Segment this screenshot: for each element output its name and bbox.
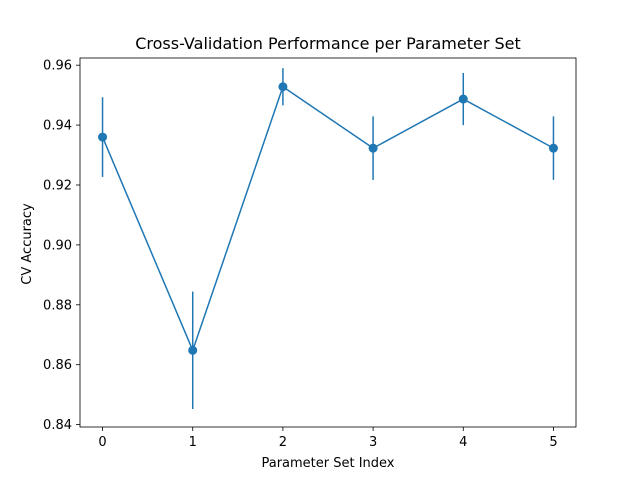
data-point-3 (368, 143, 378, 153)
y-tick-label-3: 0.90 (43, 238, 72, 253)
x-tick-label-0: 0 (98, 435, 106, 450)
y-tick-label-4: 0.92 (43, 178, 72, 193)
axes-frame (79, 57, 577, 428)
x-tick-label-1: 1 (189, 435, 197, 450)
x-tick-label-2: 2 (279, 435, 287, 450)
data-point-4 (458, 94, 468, 104)
data-point-0 (98, 132, 108, 142)
y-tick-label-6: 0.96 (43, 59, 72, 74)
x-tick-label-3: 3 (369, 435, 377, 450)
data-point-2 (278, 82, 288, 92)
x-tick-label-5: 5 (549, 435, 557, 450)
y-tick-label-2: 0.88 (43, 298, 72, 313)
y-axis-title: CV Accuracy (20, 203, 35, 285)
data-point-1 (188, 345, 198, 355)
y-tick-label-0: 0.84 (43, 418, 72, 433)
x-axis-title: Parameter Set Index (261, 456, 394, 471)
y-tick-label-5: 0.94 (43, 119, 72, 134)
x-tick-label-4: 4 (459, 435, 467, 450)
y-tick-label-1: 0.86 (43, 358, 72, 373)
data-point-5 (548, 143, 558, 153)
plot-area: 0 1 2 3 4 5 0.84 0.86 0.88 0.90 0.92 0.94 0.96 (43, 57, 577, 450)
series-line-0 (101, 86, 554, 352)
chart-title: Cross-Validation Performance per Paramet… (135, 34, 521, 53)
